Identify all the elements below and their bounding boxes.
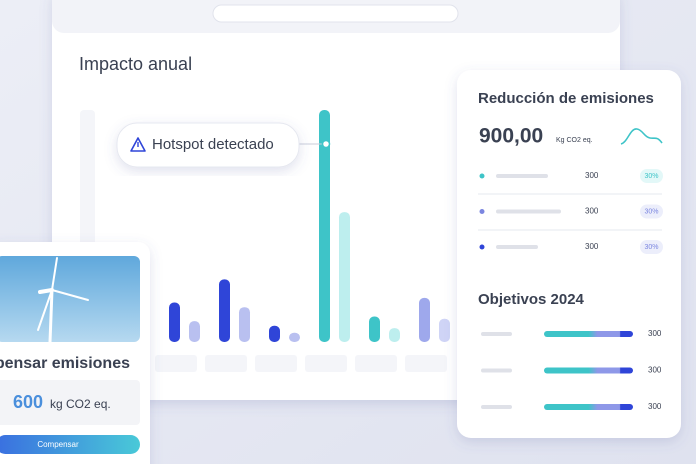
total-unit: Kg CO2 eq. bbox=[556, 137, 593, 144]
sparkline bbox=[620, 128, 663, 145]
goal-placeholder bbox=[481, 332, 512, 336]
turbine-image bbox=[0, 256, 140, 342]
total-value: 900,00 bbox=[479, 125, 543, 148]
row-value: 300 bbox=[585, 207, 599, 216]
offset-title: Compensar emisiones bbox=[0, 355, 130, 372]
bar bbox=[269, 325, 280, 342]
row-pill bbox=[640, 169, 663, 183]
bar bbox=[239, 307, 250, 342]
offset-button-label[interactable]: Compensar bbox=[37, 440, 79, 449]
emissions-card bbox=[457, 70, 681, 438]
row-dot bbox=[479, 173, 485, 179]
bar bbox=[219, 279, 230, 342]
row-dot bbox=[479, 244, 485, 250]
row-percent: 30% bbox=[644, 208, 658, 215]
row-dot bbox=[479, 209, 485, 214]
bar bbox=[189, 321, 200, 342]
warning-icon bbox=[130, 137, 146, 152]
hotspot-callout bbox=[116, 122, 300, 168]
x-placeholders bbox=[155, 355, 447, 372]
row-placeholder bbox=[496, 174, 548, 178]
bar bbox=[389, 328, 400, 342]
goal-value: 300 bbox=[648, 366, 662, 375]
goal-value: 300 bbox=[648, 402, 662, 411]
bar bbox=[169, 302, 180, 342]
row-percent: 30% bbox=[644, 244, 658, 251]
offset-button[interactable] bbox=[0, 435, 140, 454]
rows: 300 30% 300 30% 300 30% 300 300 300 bbox=[479, 169, 663, 411]
goal-placeholder bbox=[481, 368, 512, 373]
row-placeholder bbox=[496, 245, 538, 249]
row-value: 300 bbox=[585, 242, 599, 251]
bar bbox=[339, 212, 350, 342]
row-percent: 30% bbox=[644, 173, 658, 180]
goal-value: 300 bbox=[648, 329, 662, 338]
offset-unit: kg CO2 eq. bbox=[50, 397, 111, 411]
bar bbox=[319, 110, 330, 342]
bar bbox=[439, 318, 450, 342]
goal-progress bbox=[544, 367, 633, 374]
turbine bbox=[37, 257, 89, 344]
goal-progress bbox=[544, 331, 633, 337]
row-pill bbox=[640, 204, 663, 219]
hotspot-dot bbox=[321, 139, 331, 149]
row-pill bbox=[640, 240, 663, 254]
bar bbox=[369, 316, 380, 342]
offset-amount: 600 bbox=[13, 392, 43, 412]
hotspot-label: Hotspot detectado bbox=[152, 136, 274, 153]
goal-placeholder bbox=[481, 405, 512, 409]
address-bar bbox=[212, 4, 459, 23]
bar bbox=[289, 332, 300, 342]
goals-title: Objetivos 2024 bbox=[478, 291, 585, 308]
bar-plot bbox=[169, 110, 450, 342]
panel-title: Impacto anual bbox=[79, 54, 192, 74]
card-title: Reducción de emisiones bbox=[478, 90, 654, 107]
amount-box bbox=[0, 380, 140, 425]
row-value: 300 bbox=[585, 171, 599, 180]
row-placeholder bbox=[496, 209, 561, 214]
goal-progress bbox=[544, 404, 633, 410]
bar bbox=[419, 297, 430, 342]
